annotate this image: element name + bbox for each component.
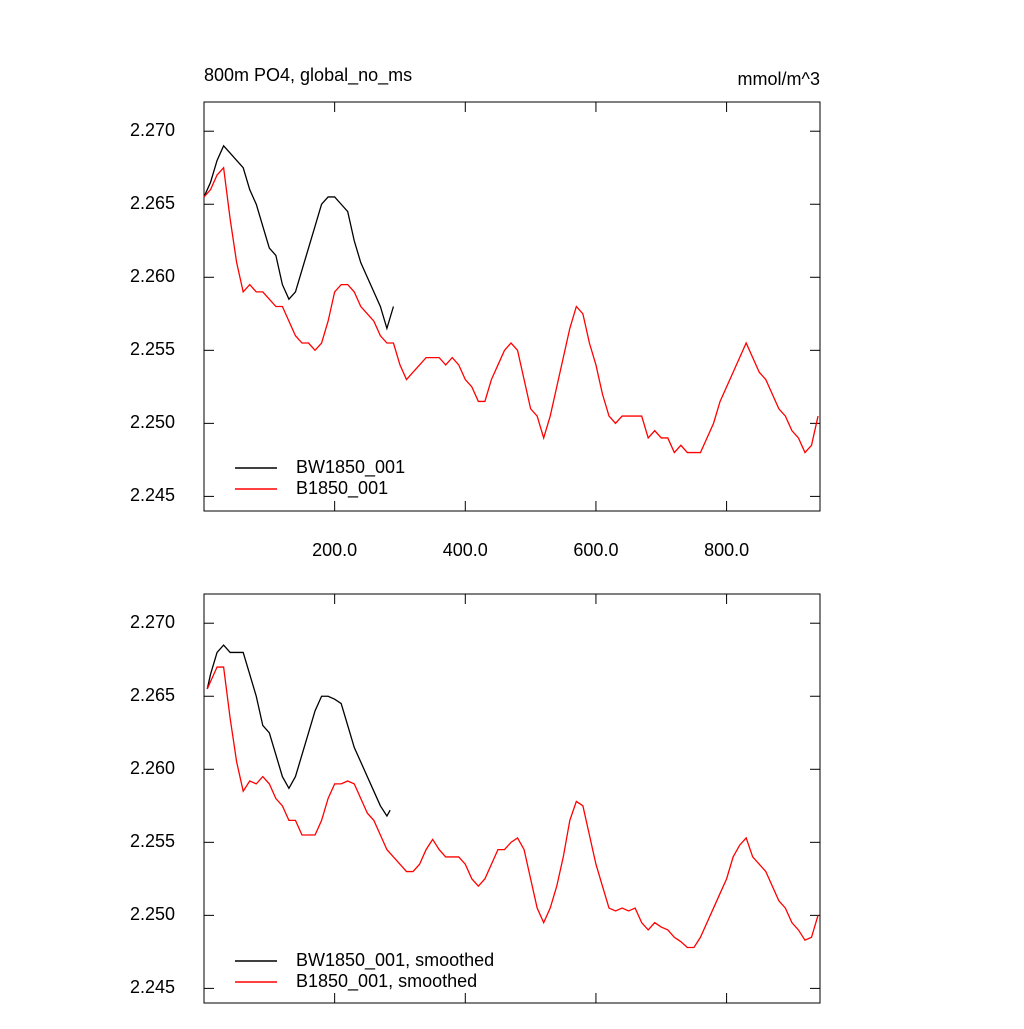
y-tick-label: 2.245 bbox=[130, 977, 175, 997]
y-tick-label: 2.270 bbox=[130, 612, 175, 632]
y-tick-label: 2.255 bbox=[130, 831, 175, 851]
x-tick-label: 600.0 bbox=[573, 540, 618, 560]
legend-label: BW1850_001, smoothed bbox=[296, 950, 494, 971]
y-tick-label: 2.250 bbox=[130, 412, 175, 432]
y-tick-label: 2.245 bbox=[130, 485, 175, 505]
y-tick-label: 2.265 bbox=[130, 685, 175, 705]
y-tick-label: 2.260 bbox=[130, 758, 175, 778]
legend-label: B1850_001 bbox=[296, 478, 388, 499]
plot-frame bbox=[203, 593, 821, 1004]
x-tick-label: 800.0 bbox=[704, 540, 749, 560]
plot-frame bbox=[203, 101, 821, 512]
chart-title: 800m PO4, global_no_ms bbox=[204, 65, 412, 86]
legend-label: B1850_001, smoothed bbox=[296, 971, 477, 992]
series-line bbox=[203, 144, 395, 331]
x-tick-label: 400.0 bbox=[443, 540, 488, 560]
series-line bbox=[206, 644, 391, 818]
units-label: mmol/m^3 bbox=[738, 69, 820, 89]
y-tick-label: 2.270 bbox=[130, 120, 175, 140]
y-tick-label: 2.255 bbox=[130, 339, 175, 359]
y-tick-label: 2.265 bbox=[130, 193, 175, 213]
y-tick-label: 2.260 bbox=[130, 266, 175, 286]
series-line bbox=[206, 666, 819, 949]
y-tick-label: 2.250 bbox=[130, 904, 175, 924]
x-tick-label: 200.0 bbox=[312, 540, 357, 560]
legend-label: BW1850_001 bbox=[296, 457, 405, 478]
series-line bbox=[203, 166, 819, 454]
